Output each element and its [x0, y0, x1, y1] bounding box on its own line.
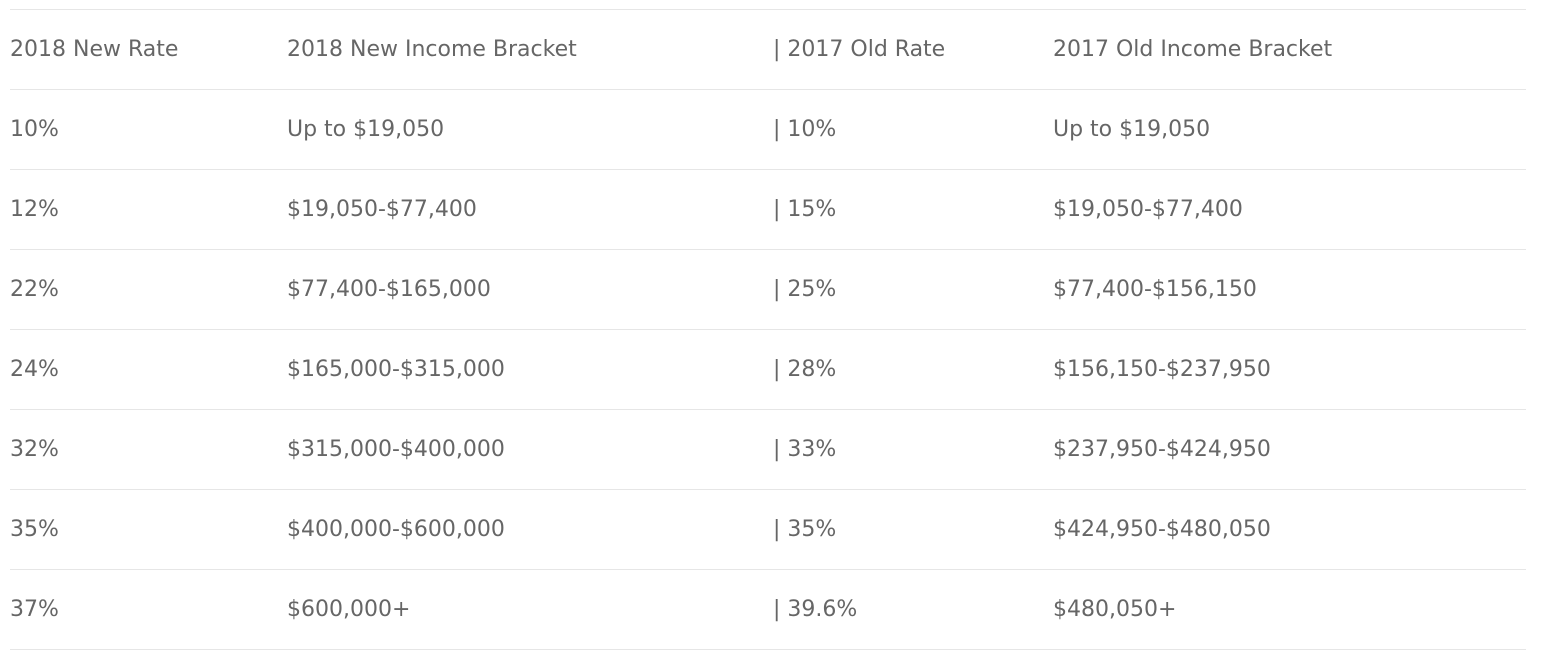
tax-table: 2018 New Rate 2018 New Income Bracket | 20…: [10, 9, 1526, 650]
cell: $19,050-$77,400: [1053, 197, 1243, 222]
table-row: 10% Up to $19,050 | 10% Up to $19,050: [10, 89, 1526, 170]
table-row: 35% $400,000-$600,000 | 35% $424,950-$480,0…: [10, 489, 1526, 570]
cell: $237,950-$424,950: [1053, 437, 1271, 462]
cell: $424,950-$480,050: [1053, 517, 1271, 542]
cell: | 39.6%: [773, 597, 858, 622]
cell: | 25%: [773, 277, 837, 302]
header-cell: 2018 New Rate: [10, 37, 179, 62]
table-row: 32% $315,000-$400,000 | 33% $237,950-$424,9…: [10, 409, 1526, 490]
cell: | 35%: [773, 517, 837, 542]
cell: 10%: [10, 117, 59, 142]
cell: $600,000+: [287, 597, 411, 622]
table-row: 22% $77,400-$165,000 | 25% $77,400-$156,150: [10, 249, 1526, 330]
cell: 37%: [10, 597, 59, 622]
cell: 35%: [10, 517, 59, 542]
table-row: 37% $600,000+ | 39.6% $480,050+: [10, 569, 1526, 650]
cell: $400,000-$600,000: [287, 517, 505, 542]
cell: | 10%: [773, 117, 837, 142]
header-cell: | 2017 Old Rate: [773, 37, 946, 62]
cell: 24%: [10, 357, 59, 382]
cell: | 33%: [773, 437, 837, 462]
cell: $315,000-$400,000: [287, 437, 505, 462]
cell: 12%: [10, 197, 59, 222]
cell: Up to $19,050: [1053, 117, 1211, 142]
cell: | 15%: [773, 197, 837, 222]
header-row: 2018 New Rate 2018 New Income Bracket | 20…: [10, 9, 1526, 90]
cell: Up to $19,050: [287, 117, 445, 142]
cell: 32%: [10, 437, 59, 462]
cell: $19,050-$77,400: [287, 197, 477, 222]
cell: $77,400-$165,000: [287, 277, 491, 302]
table-row: 12% $19,050-$77,400 | 15% $19,050-$77,400: [10, 169, 1526, 250]
cell: $156,150-$237,950: [1053, 357, 1271, 382]
header-cell: 2017 Old Income Bracket: [1053, 37, 1333, 62]
cell: $77,400-$156,150: [1053, 277, 1257, 302]
cell: | 28%: [773, 357, 837, 382]
table-row: 24% $165,000-$315,000 | 28% $156,150-$237,9…: [10, 329, 1526, 410]
cell: $165,000-$315,000: [287, 357, 505, 382]
header-cell: 2018 New Income Bracket: [287, 37, 577, 62]
cell: 22%: [10, 277, 59, 302]
cell: $480,050+: [1053, 597, 1177, 622]
